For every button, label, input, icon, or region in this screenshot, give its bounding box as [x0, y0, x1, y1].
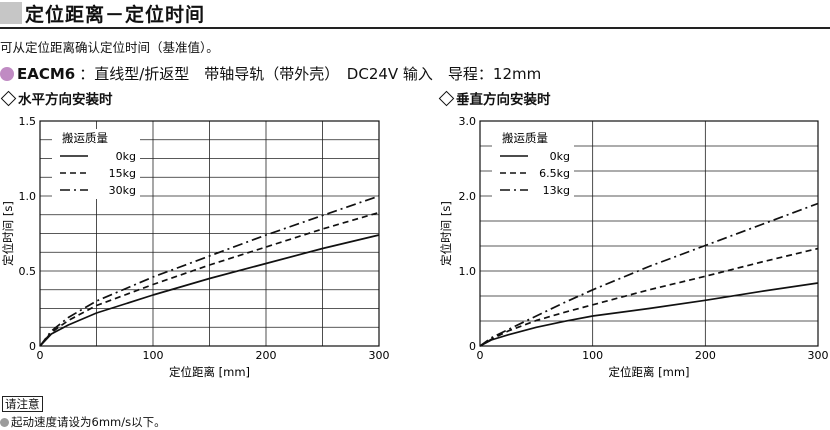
legend-label: 30kg	[109, 184, 136, 197]
x-tick-label: 100	[143, 349, 164, 362]
page-title: 定位距离－定位时间	[25, 3, 206, 26]
y-tick-label: 0.5	[19, 265, 37, 278]
x-tick-label: 100	[582, 349, 603, 362]
legend-label: 0kg	[550, 150, 570, 163]
y-tick-label: 0	[469, 340, 476, 353]
series-line	[479, 282, 819, 347]
y-tick-label: 1.0	[19, 190, 37, 203]
model-name: EACM6	[17, 64, 76, 83]
title-bar: 定位距离－定位时间	[0, 0, 205, 26]
title-square-icon	[0, 2, 22, 24]
chart-horizontal: 0 100 200 300 0 0.5 1.0 1.5 定位距离 [mm] 定位时间 [s] 搬运质…	[1, 115, 390, 379]
y-tick-label: 1.5	[19, 115, 37, 128]
plot-frame	[39, 120, 380, 347]
notice: 起动速度请设为6mm/s以下。	[0, 414, 166, 430]
legend-label: 13kg	[543, 184, 570, 197]
title-rule	[0, 27, 830, 29]
diamond-icon	[438, 90, 455, 106]
legend-title: 搬运质量	[62, 131, 108, 145]
y-axis-label: 定位时间 [s]	[1, 201, 15, 266]
series-line	[479, 247, 819, 347]
y-tick-label: 2.0	[459, 190, 477, 203]
legend-background	[492, 129, 574, 199]
x-tick-label: 300	[369, 349, 390, 362]
notice-bullet-icon	[0, 417, 9, 427]
chart-heading-text: 水平方向安装时	[18, 92, 113, 108]
notice-label: 请注意	[2, 396, 43, 412]
y-tick-label: 1.0	[459, 265, 477, 278]
model-line: EACM6 ：直线型/折返型 带轴导轨（带外壳） DC24V 输入 导程：12m…	[0, 63, 541, 84]
series-line	[479, 202, 819, 347]
legend-title: 搬运质量	[502, 131, 548, 145]
series-line	[39, 234, 380, 347]
plot-frame	[479, 120, 819, 347]
series-line	[39, 195, 380, 347]
notice-text: 起动速度请设为6mm/s以下。	[11, 415, 166, 429]
x-tick-label: 0	[477, 349, 484, 362]
legend-background	[52, 129, 140, 199]
legend-label: 0kg	[116, 150, 136, 163]
x-axis-label: 定位距离 [mm]	[608, 365, 689, 379]
model-bullet-icon	[0, 66, 14, 81]
chart-heading-horizontal: 水平方向安装时	[0, 88, 113, 108]
x-tick-label: 200	[256, 349, 277, 362]
model-spec: ：直线型/折返型 带轴导轨（带外壳） DC24V 输入 导程：12mm	[79, 65, 542, 83]
x-tick-label: 300	[808, 349, 829, 362]
y-axis-label: 定位时间 [s]	[439, 201, 453, 266]
chart-heading-vertical: 垂直方向安装时	[438, 88, 551, 108]
series-line	[39, 211, 380, 347]
intro-text: 可从定位距离确认定位时间（基准值）。	[0, 40, 219, 55]
diamond-icon	[0, 90, 17, 106]
x-axis-label: 定位距离 [mm]	[169, 365, 250, 379]
chart-vertical: 0 100 200 300 0 1.0 2.0 3.0 定位距离 [mm] 定位时间 [s] 搬运质…	[439, 115, 829, 379]
legend-label: 6.5kg	[539, 167, 570, 180]
legend-label: 15kg	[109, 167, 136, 180]
x-tick-label: 0	[37, 349, 44, 362]
x-tick-label: 200	[695, 349, 716, 362]
y-tick-label: 3.0	[459, 115, 477, 128]
y-tick-label: 0	[29, 340, 36, 353]
chart-heading-text: 垂直方向安装时	[456, 92, 551, 108]
